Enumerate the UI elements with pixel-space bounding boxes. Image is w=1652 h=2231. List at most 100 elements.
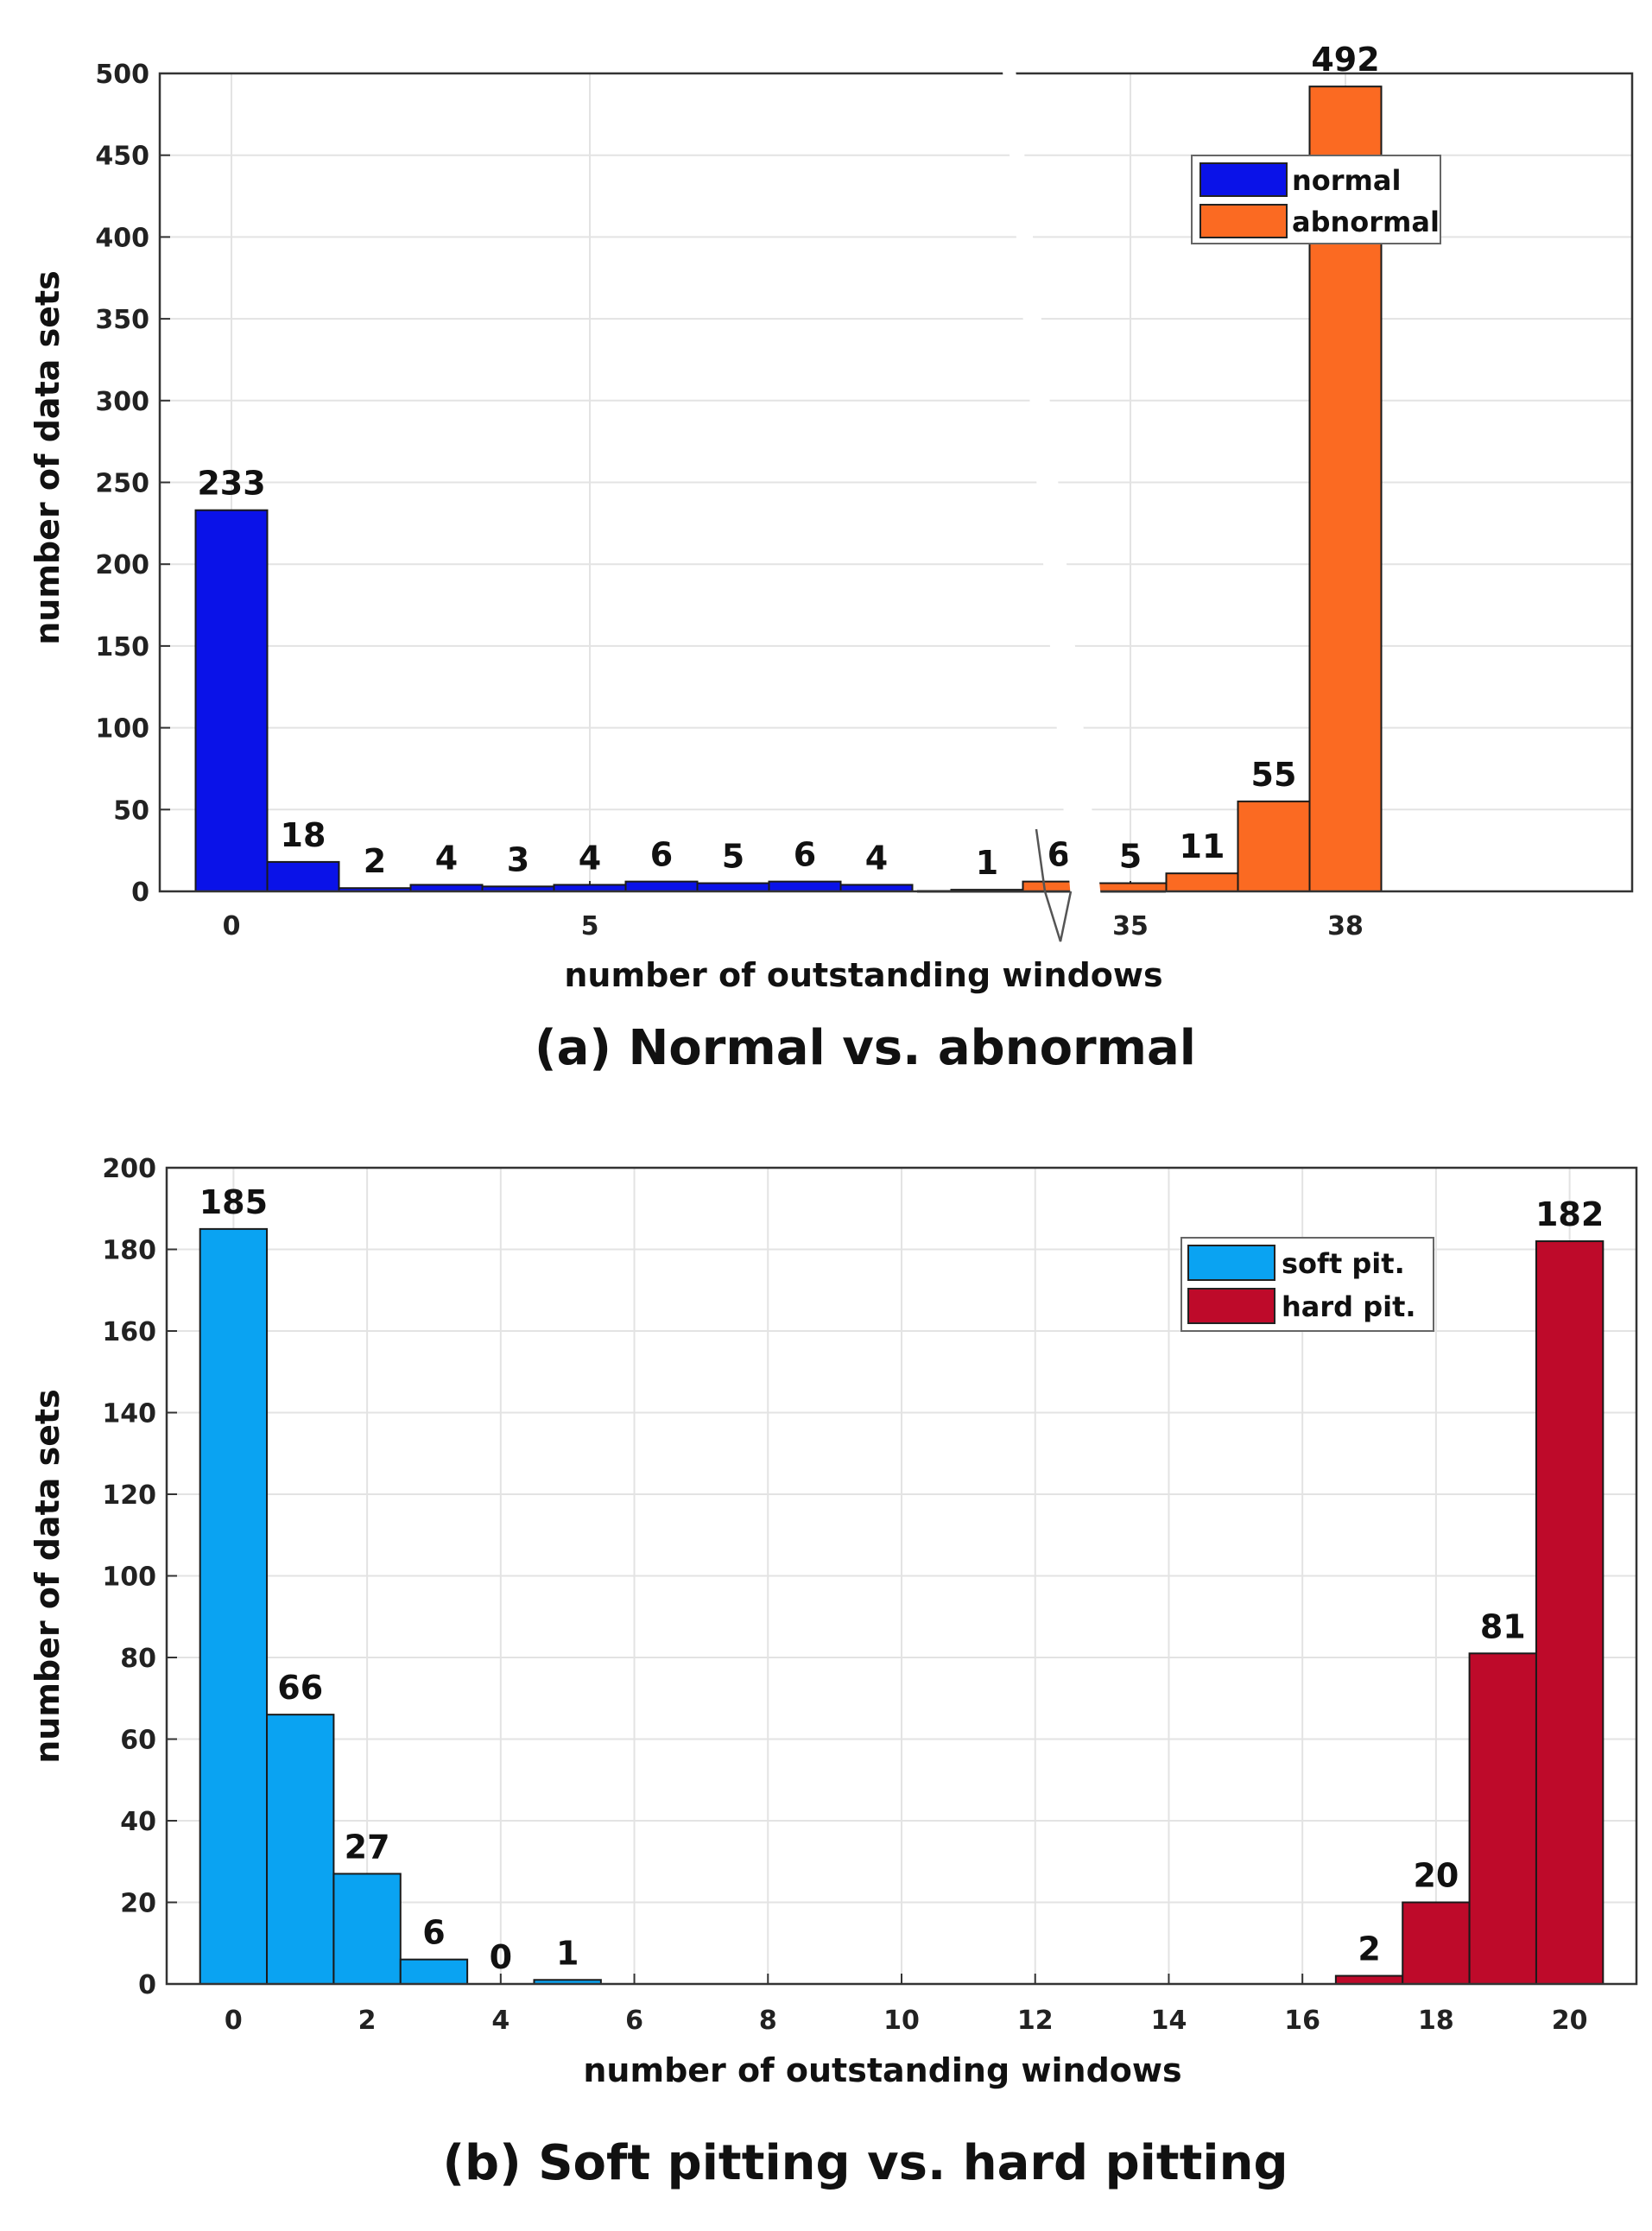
x-axis-label-a: number of outstanding windows — [564, 956, 1162, 994]
y-axis-label-b: number of data sets — [28, 1389, 66, 1764]
x-tick-label-b: 8 — [759, 2006, 777, 2036]
y-tick-label-a: 50 — [113, 795, 149, 826]
bar-normal-7 — [696, 882, 770, 893]
bar-hard pit.-17 — [1334, 1974, 1404, 1986]
y-tick-label-a: 450 — [95, 142, 149, 172]
x-tick-label-b: 14 — [1151, 2006, 1187, 2036]
data-label-abnormal-33: 1 — [976, 844, 998, 882]
bar-hard pit.-19 — [1468, 1652, 1537, 1986]
x-tick-label-b: 6 — [625, 2006, 643, 2036]
legend-swatch-hardpit — [1187, 1288, 1275, 1324]
legend-label-abnormal: abnormal — [1292, 206, 1440, 238]
data-label-normal-8: 6 — [794, 836, 816, 874]
x-tick-label-a: 5 — [581, 911, 599, 941]
caption-b: (b) Soft pitting vs. hard pitting — [442, 2135, 1288, 2191]
y-tick-label-b: 180 — [102, 1236, 156, 1266]
x-tick-label-b: 10 — [883, 2006, 920, 2036]
bar-abnormal-35 — [1093, 882, 1168, 893]
y-tick-label-b: 160 — [102, 1317, 156, 1347]
y-tick-label-b: 120 — [102, 1480, 156, 1511]
x-tick-label-b: 16 — [1284, 2006, 1320, 2036]
x-tick-label-b: 20 — [1552, 2006, 1588, 2036]
data-label-normal-5: 4 — [579, 839, 601, 877]
data-label-soft pit.-5: 1 — [556, 1934, 579, 1972]
x-tick-label-a: 0 — [223, 911, 241, 941]
legend-swatch-normal — [1199, 162, 1288, 197]
y-tick-label-b: 80 — [120, 1644, 156, 1674]
data-label-abnormal-37: 55 — [1251, 756, 1297, 794]
x-tick-label-b: 4 — [491, 2006, 510, 2036]
y-tick-label-a: 400 — [95, 223, 149, 253]
y-axis-label-a: number of data sets — [28, 270, 66, 645]
data-label-normal-6: 6 — [650, 836, 673, 874]
bar-soft pit.-1 — [266, 1714, 335, 1986]
bar-normal-8 — [768, 880, 842, 892]
data-label-soft pit.-0: 185 — [199, 1183, 268, 1221]
y-tick-label-b: 200 — [102, 1154, 156, 1184]
data-label-abnormal-36: 11 — [1180, 827, 1225, 865]
data-label-abnormal-35: 5 — [1119, 838, 1142, 876]
bar-abnormal-36 — [1165, 872, 1239, 893]
y-tick-label-a: 300 — [95, 387, 149, 417]
y-tick-label-b: 60 — [120, 1726, 156, 1756]
y-tick-label-a: 150 — [95, 632, 149, 662]
legend-label-hardpit: hard pit. — [1282, 1290, 1416, 1323]
data-label-normal-7: 5 — [722, 838, 744, 876]
data-label-normal-4: 3 — [507, 840, 529, 878]
bar-normal-1 — [266, 860, 340, 893]
data-label-normal-1: 18 — [281, 816, 326, 854]
data-label-hard pit.-17: 2 — [1358, 1930, 1380, 1968]
axis-break-gap — [1002, 60, 1101, 898]
x-tick-label-a: 35 — [1112, 911, 1149, 941]
y-tick-label-a: 0 — [131, 878, 149, 908]
axis-break-zigzag — [1035, 828, 1073, 942]
x-axis-label-b: number of outstanding windows — [583, 2051, 1181, 2089]
bar-soft pit.-3 — [399, 1958, 469, 1985]
plot-border-a — [158, 72, 1634, 893]
bar-soft pit.-2 — [332, 1873, 402, 1986]
y-tick-label-a: 200 — [95, 550, 149, 580]
plot-border-b — [165, 1166, 1638, 1986]
data-label-normal-0: 233 — [197, 465, 265, 503]
y-tick-label-b: 40 — [120, 1807, 156, 1837]
legend-swatch-abnormal — [1199, 204, 1288, 238]
bar-normal-6 — [624, 880, 699, 892]
data-label-normal-2: 2 — [364, 842, 386, 880]
y-tick-label-a: 250 — [95, 469, 149, 499]
legend-label-softpit: soft pit. — [1282, 1247, 1405, 1280]
chart-a: 0501001502002503003504004505000510353823… — [28, 41, 1634, 1076]
y-tick-label-b: 0 — [138, 1970, 156, 2000]
data-label-soft pit.-1: 66 — [277, 1669, 323, 1707]
data-label-soft pit.-2: 27 — [345, 1828, 390, 1866]
y-tick-label-a: 500 — [95, 60, 149, 90]
data-label-soft pit.-4: 0 — [490, 1938, 512, 1976]
y-tick-label-b: 140 — [102, 1399, 156, 1429]
y-tick-label-b: 20 — [120, 1889, 156, 1919]
legend-b: soft pit. hard pit. — [1180, 1237, 1434, 1332]
x-tick-label-b: 0 — [225, 2006, 243, 2036]
data-label-normal-9: 4 — [865, 839, 888, 877]
legend-swatch-softpit — [1187, 1245, 1275, 1281]
data-label-hard pit.-18: 20 — [1413, 1857, 1459, 1895]
x-tick-label-b: 12 — [1017, 2006, 1054, 2036]
data-label-normal-3: 4 — [435, 839, 458, 877]
data-label-hard pit.-19: 81 — [1480, 1607, 1526, 1645]
bar-hard pit.-18 — [1402, 1901, 1471, 1985]
x-tick-label-b: 18 — [1418, 2006, 1454, 2036]
x-tick-label-b: 2 — [358, 2006, 377, 2036]
caption-a: (a) Normal vs. abnormal — [535, 1020, 1196, 1076]
bar-soft pit.-0 — [199, 1227, 269, 1985]
data-label-soft pit.-3: 6 — [422, 1914, 445, 1952]
legend-a: normal abnormal — [1191, 155, 1441, 244]
y-tick-label-a: 100 — [95, 714, 149, 745]
legend-label-normal: normal — [1292, 164, 1401, 197]
bar-abnormal-37 — [1237, 800, 1311, 893]
data-label-hard pit.-20: 182 — [1535, 1195, 1604, 1233]
x-tick-label-a: 38 — [1327, 911, 1364, 941]
bar-normal-0 — [194, 509, 269, 892]
y-tick-label-a: 350 — [95, 305, 149, 335]
bar-hard pit.-20 — [1535, 1240, 1605, 1986]
y-tick-label-b: 100 — [102, 1562, 156, 1593]
